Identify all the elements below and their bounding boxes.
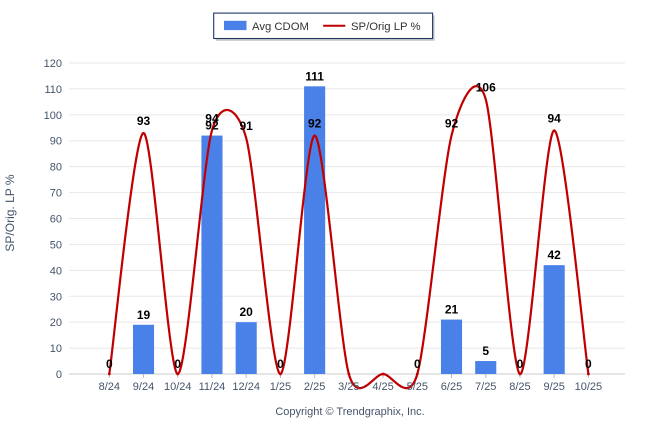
svg-text:30: 30 bbox=[50, 291, 62, 303]
svg-text:94: 94 bbox=[548, 111, 562, 125]
svg-text:60: 60 bbox=[50, 214, 62, 226]
svg-text:80: 80 bbox=[50, 162, 62, 174]
svg-text:4/25: 4/25 bbox=[372, 381, 393, 393]
svg-text:0: 0 bbox=[106, 357, 113, 371]
svg-text:70: 70 bbox=[50, 188, 62, 200]
svg-text:9/24: 9/24 bbox=[133, 381, 154, 393]
svg-text:Copyright © Trendgraphix, Inc.: Copyright © Trendgraphix, Inc. bbox=[275, 406, 424, 418]
svg-text:5: 5 bbox=[482, 344, 489, 358]
svg-text:11/24: 11/24 bbox=[199, 381, 226, 393]
svg-text:40: 40 bbox=[50, 265, 62, 277]
svg-text:6/25: 6/25 bbox=[441, 381, 462, 393]
svg-text:92: 92 bbox=[445, 117, 459, 131]
svg-text:10: 10 bbox=[50, 343, 62, 355]
svg-text:12/24: 12/24 bbox=[232, 381, 260, 393]
svg-text:0: 0 bbox=[277, 357, 284, 371]
svg-text:100: 100 bbox=[44, 110, 62, 122]
svg-text:21: 21 bbox=[445, 303, 459, 317]
svg-text:111: 111 bbox=[305, 69, 324, 83]
svg-text:92: 92 bbox=[308, 117, 322, 131]
svg-text:5/25: 5/25 bbox=[407, 381, 428, 393]
svg-text:20: 20 bbox=[240, 305, 254, 319]
svg-text:106: 106 bbox=[476, 80, 496, 94]
svg-text:3/25: 3/25 bbox=[338, 381, 359, 393]
svg-text:9/25: 9/25 bbox=[543, 381, 564, 393]
svg-text:120: 120 bbox=[44, 58, 62, 70]
svg-text:8/25: 8/25 bbox=[509, 381, 530, 393]
svg-text:91: 91 bbox=[240, 119, 254, 133]
svg-text:0: 0 bbox=[517, 357, 524, 371]
svg-text:8/24: 8/24 bbox=[99, 381, 120, 393]
svg-text:0: 0 bbox=[414, 357, 421, 371]
svg-text:50: 50 bbox=[50, 239, 62, 251]
svg-text:94: 94 bbox=[205, 111, 219, 125]
svg-text:0: 0 bbox=[585, 357, 592, 371]
svg-text:SP/Orig LP %: SP/Orig LP % bbox=[351, 21, 421, 33]
svg-text:SP/Orig. LP %: SP/Orig. LP % bbox=[3, 174, 17, 251]
svg-text:Avg CDOM: Avg CDOM bbox=[252, 21, 309, 33]
svg-text:7/25: 7/25 bbox=[475, 381, 496, 393]
svg-text:20: 20 bbox=[50, 317, 62, 329]
svg-text:110: 110 bbox=[44, 84, 62, 96]
svg-text:0: 0 bbox=[174, 357, 181, 371]
svg-text:42: 42 bbox=[548, 248, 562, 262]
svg-text:1/25: 1/25 bbox=[270, 381, 291, 393]
svg-text:2/25: 2/25 bbox=[304, 381, 325, 393]
svg-text:19: 19 bbox=[137, 308, 151, 322]
svg-text:93: 93 bbox=[137, 114, 151, 128]
svg-text:10/24: 10/24 bbox=[164, 381, 192, 393]
svg-text:10/25: 10/25 bbox=[575, 381, 603, 393]
svg-text:90: 90 bbox=[50, 136, 62, 148]
svg-text:0: 0 bbox=[56, 369, 62, 381]
